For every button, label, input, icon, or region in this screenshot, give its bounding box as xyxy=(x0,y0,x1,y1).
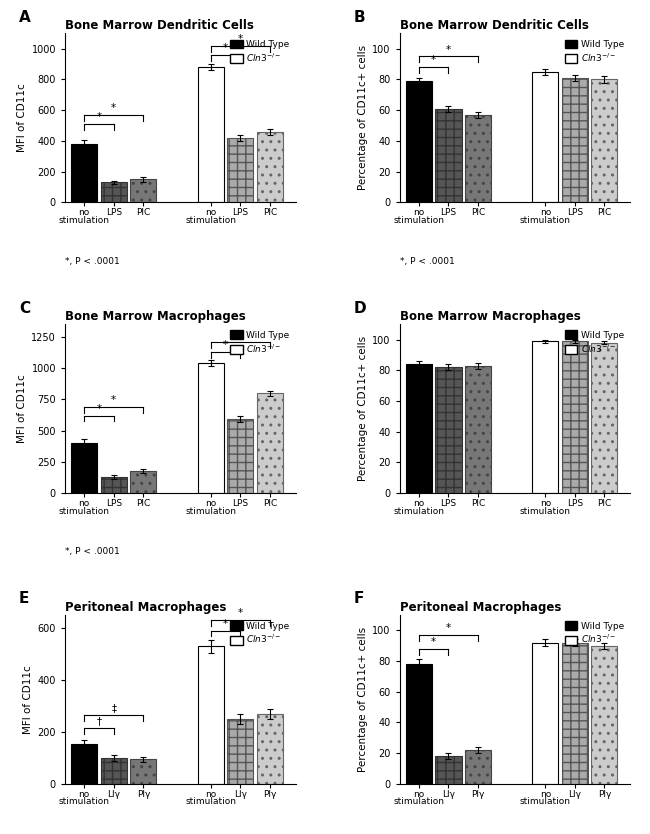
Legend: Wild Type, $Cln3^{-/-}$: Wild Type, $Cln3^{-/-}$ xyxy=(563,38,626,66)
Text: *: * xyxy=(446,45,451,55)
Bar xyxy=(101,183,127,203)
Text: †: † xyxy=(96,716,101,726)
Bar xyxy=(406,81,432,203)
Bar xyxy=(72,744,98,784)
Y-axis label: MFI of CD11c: MFI of CD11c xyxy=(18,83,27,153)
Bar xyxy=(532,642,558,784)
Text: *: * xyxy=(238,34,242,44)
Bar xyxy=(131,759,157,784)
Bar xyxy=(465,115,491,203)
Text: *, P < .0001: *, P < .0001 xyxy=(65,257,120,265)
Bar xyxy=(436,367,461,493)
Legend: Wild Type, $Cln3^{-/-}$: Wild Type, $Cln3^{-/-}$ xyxy=(228,38,291,66)
Bar xyxy=(436,108,461,203)
Text: B: B xyxy=(354,10,365,25)
Bar xyxy=(257,714,283,784)
Y-axis label: Percentage of CD11c+ cells: Percentage of CD11c+ cells xyxy=(358,45,368,190)
Bar xyxy=(227,138,254,203)
Bar xyxy=(592,343,618,493)
Bar xyxy=(562,642,588,784)
Bar xyxy=(562,78,588,203)
Text: Bone Marrow Dendritic Cells: Bone Marrow Dendritic Cells xyxy=(65,19,254,33)
Text: *: * xyxy=(96,404,101,414)
Text: E: E xyxy=(19,591,29,606)
Bar xyxy=(562,341,588,493)
Text: *: * xyxy=(223,43,228,53)
Text: A: A xyxy=(19,10,31,25)
Text: Bone Marrow Macrophages: Bone Marrow Macrophages xyxy=(400,310,580,323)
Legend: Wild Type, $Cln3^{-/-}$: Wild Type, $Cln3^{-/-}$ xyxy=(563,329,626,356)
Bar xyxy=(436,756,461,784)
Bar xyxy=(592,646,618,784)
Text: *: * xyxy=(111,103,116,113)
Legend: Wild Type, $Cln3^{-/-}$: Wild Type, $Cln3^{-/-}$ xyxy=(563,620,626,647)
Text: *: * xyxy=(223,619,228,629)
Bar xyxy=(101,477,127,493)
Bar xyxy=(406,364,432,493)
Y-axis label: Percentage of CD11c+ cells: Percentage of CD11c+ cells xyxy=(358,627,368,772)
Bar xyxy=(532,72,558,203)
Text: *: * xyxy=(431,55,436,65)
Legend: Wild Type, $Cln3^{-/-}$: Wild Type, $Cln3^{-/-}$ xyxy=(228,329,291,356)
Bar xyxy=(592,79,618,203)
Bar xyxy=(465,365,491,493)
Text: *, P < .0001: *, P < .0001 xyxy=(400,257,454,265)
Text: Bone Marrow Dendritic Cells: Bone Marrow Dendritic Cells xyxy=(400,19,588,33)
Text: *: * xyxy=(431,637,436,647)
Bar xyxy=(406,664,432,784)
Bar xyxy=(257,393,283,493)
Bar xyxy=(227,719,254,784)
Y-axis label: MFI of CD11c: MFI of CD11c xyxy=(23,665,33,734)
Y-axis label: MFI of CD11c: MFI of CD11c xyxy=(17,374,27,443)
Bar xyxy=(72,144,98,203)
Bar xyxy=(198,363,224,493)
Bar xyxy=(131,471,157,493)
Text: ‡: ‡ xyxy=(111,703,116,713)
Text: Peritoneal Macrophages: Peritoneal Macrophages xyxy=(400,600,561,614)
Text: Bone Marrow Macrophages: Bone Marrow Macrophages xyxy=(65,310,246,323)
Bar xyxy=(465,750,491,784)
Text: *: * xyxy=(223,340,228,350)
Bar xyxy=(227,420,254,493)
Text: *: * xyxy=(446,623,451,633)
Y-axis label: Percentage of CD11c+ cells: Percentage of CD11c+ cells xyxy=(358,336,368,481)
Text: *: * xyxy=(96,113,101,123)
Bar xyxy=(131,179,157,203)
Bar xyxy=(198,68,224,203)
Text: D: D xyxy=(354,301,366,316)
Text: C: C xyxy=(19,301,30,316)
Bar xyxy=(198,646,224,784)
Text: F: F xyxy=(354,591,364,606)
Bar xyxy=(532,341,558,493)
Legend: Wild Type, $Cln3^{-/-}$: Wild Type, $Cln3^{-/-}$ xyxy=(228,620,291,647)
Text: *, P < .0001: *, P < .0001 xyxy=(65,547,120,556)
Bar xyxy=(72,443,98,493)
Text: *: * xyxy=(238,330,242,340)
Bar xyxy=(257,132,283,203)
Text: *: * xyxy=(111,395,116,405)
Bar xyxy=(101,758,127,784)
Text: Peritoneal Macrophages: Peritoneal Macrophages xyxy=(65,600,226,614)
Text: *: * xyxy=(238,608,242,618)
